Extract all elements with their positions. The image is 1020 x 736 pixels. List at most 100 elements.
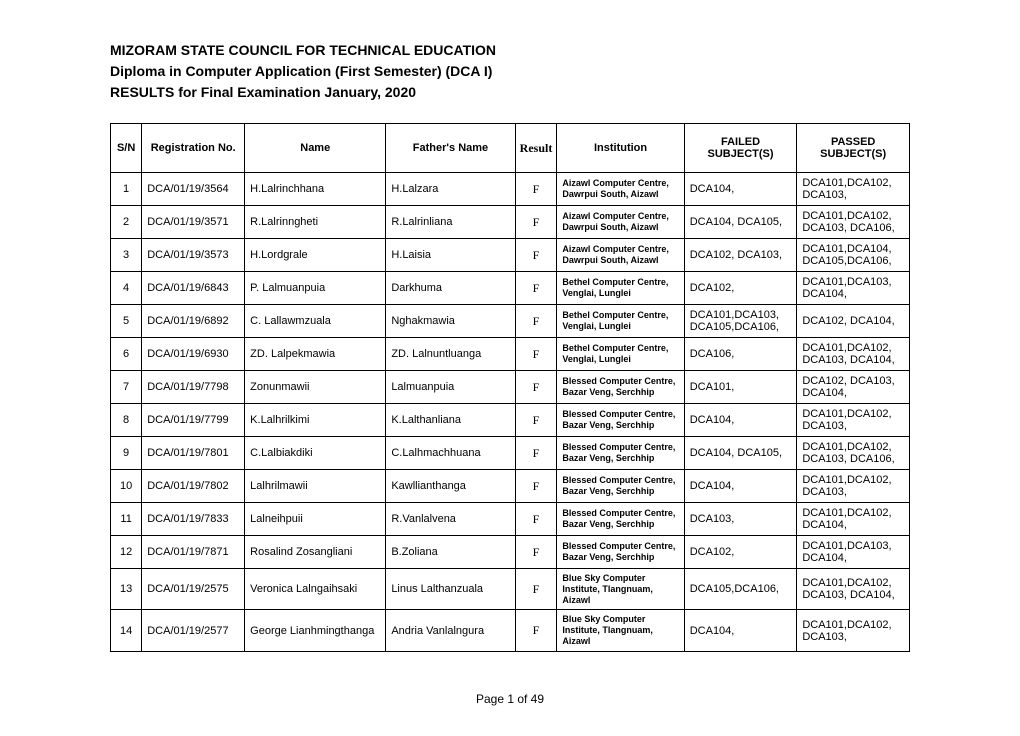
cell-result: F xyxy=(515,173,557,206)
cell-sn: 9 xyxy=(111,437,142,470)
cell-sn: 13 xyxy=(111,569,142,610)
cell-failed: DCA103, xyxy=(684,503,797,536)
cell-result: F xyxy=(515,371,557,404)
cell-passed: DCA101,DCA102, DCA103, DCA106, xyxy=(797,206,910,239)
cell-father: Andria Vanlalngura xyxy=(386,610,515,651)
cell-name: Zonunmawii xyxy=(245,371,386,404)
table-row: 12DCA/01/19/7871Rosalind ZosanglianiB.Zo… xyxy=(111,536,910,569)
cell-inst: Aizawl Computer Centre, Dawrpui South, A… xyxy=(557,173,684,206)
cell-result: F xyxy=(515,272,557,305)
cell-passed: DCA101,DCA102, DCA103, xyxy=(797,610,910,651)
cell-reg: DCA/01/19/6930 xyxy=(142,338,245,371)
cell-result: F xyxy=(515,437,557,470)
col-name: Name xyxy=(245,124,386,173)
cell-failed: DCA102, xyxy=(684,536,797,569)
cell-name: C.Lalbiakdiki xyxy=(245,437,386,470)
cell-sn: 10 xyxy=(111,470,142,503)
cell-reg: DCA/01/19/2575 xyxy=(142,569,245,610)
cell-result: F xyxy=(515,305,557,338)
cell-reg: DCA/01/19/7833 xyxy=(142,503,245,536)
table-row: 3DCA/01/19/3573H.LordgraleH.LaisiaFAizaw… xyxy=(111,239,910,272)
cell-reg: DCA/01/19/7799 xyxy=(142,404,245,437)
cell-result: F xyxy=(515,610,557,651)
cell-name: H.Lalrinchhana xyxy=(245,173,386,206)
table-row: 7DCA/01/19/7798ZonunmawiiLalmuanpuiaFBle… xyxy=(111,371,910,404)
cell-failed: DCA102, xyxy=(684,272,797,305)
cell-inst: Blessed Computer Centre, Bazar Veng, Ser… xyxy=(557,371,684,404)
header-line-1: MIZORAM STATE COUNCIL FOR TECHNICAL EDUC… xyxy=(110,40,910,61)
cell-father: R.Lalrinliana xyxy=(386,206,515,239)
cell-reg: DCA/01/19/7871 xyxy=(142,536,245,569)
cell-inst: Blessed Computer Centre, Bazar Veng, Ser… xyxy=(557,437,684,470)
cell-reg: DCA/01/19/7798 xyxy=(142,371,245,404)
cell-failed: DCA104, xyxy=(684,404,797,437)
cell-sn: 8 xyxy=(111,404,142,437)
cell-result: F xyxy=(515,470,557,503)
cell-father: Lalmuanpuia xyxy=(386,371,515,404)
cell-inst: Blessed Computer Centre, Bazar Veng, Ser… xyxy=(557,470,684,503)
cell-sn: 6 xyxy=(111,338,142,371)
cell-reg: DCA/01/19/6843 xyxy=(142,272,245,305)
cell-name: R.Lalrinngheti xyxy=(245,206,386,239)
cell-reg: DCA/01/19/3573 xyxy=(142,239,245,272)
cell-reg: DCA/01/19/6892 xyxy=(142,305,245,338)
col-sn: S/N xyxy=(111,124,142,173)
results-table: S/N Registration No. Name Father's Name … xyxy=(110,123,910,652)
cell-name: George Lianhmingthanga xyxy=(245,610,386,651)
cell-failed: DCA106, xyxy=(684,338,797,371)
cell-failed: DCA104, xyxy=(684,470,797,503)
header-line-3: RESULTS for Final Examination January, 2… xyxy=(110,82,910,103)
cell-result: F xyxy=(515,503,557,536)
table-row: 4DCA/01/19/6843P. LalmuanpuiaDarkhumaFBe… xyxy=(111,272,910,305)
table-row: 8DCA/01/19/7799K.LalhrilkimiK.Lalthanlia… xyxy=(111,404,910,437)
cell-passed: DCA101,DCA102, DCA103, xyxy=(797,404,910,437)
cell-result: F xyxy=(515,239,557,272)
cell-result: F xyxy=(515,206,557,239)
table-body: 1DCA/01/19/3564H.LalrinchhanaH.LalzaraFA… xyxy=(111,173,910,652)
cell-result: F xyxy=(515,404,557,437)
cell-passed: DCA101,DCA103, DCA104, xyxy=(797,272,910,305)
cell-passed: DCA101,DCA102, DCA103, DCA104, xyxy=(797,338,910,371)
table-row: 5DCA/01/19/6892C. LallawmzualaNghakmawia… xyxy=(111,305,910,338)
col-failed: FAILED SUBJECT(S) xyxy=(684,124,797,173)
cell-sn: 7 xyxy=(111,371,142,404)
cell-father: ZD. Lalnuntluanga xyxy=(386,338,515,371)
cell-father: R.Vanlalvena xyxy=(386,503,515,536)
cell-reg: DCA/01/19/7801 xyxy=(142,437,245,470)
cell-father: Linus Lalthanzuala xyxy=(386,569,515,610)
cell-inst: Bethel Computer Centre, Venglai, Lunglei xyxy=(557,338,684,371)
cell-father: Kawllianthanga xyxy=(386,470,515,503)
table-row: 10DCA/01/19/7802LalhrilmawiiKawllianthan… xyxy=(111,470,910,503)
cell-passed: DCA101,DCA102, DCA103, DCA104, xyxy=(797,569,910,610)
cell-passed: DCA101,DCA104, DCA105,DCA106, xyxy=(797,239,910,272)
cell-failed: DCA101, xyxy=(684,371,797,404)
cell-result: F xyxy=(515,569,557,610)
cell-failed: DCA102, DCA103, xyxy=(684,239,797,272)
cell-passed: DCA102, DCA104, xyxy=(797,305,910,338)
cell-failed: DCA104, DCA105, xyxy=(684,206,797,239)
cell-reg: DCA/01/19/2577 xyxy=(142,610,245,651)
cell-sn: 5 xyxy=(111,305,142,338)
cell-father: B.Zoliana xyxy=(386,536,515,569)
cell-name: Lalhrilmawii xyxy=(245,470,386,503)
cell-failed: DCA104, xyxy=(684,610,797,651)
cell-failed: DCA104, xyxy=(684,173,797,206)
cell-father: Nghakmawia xyxy=(386,305,515,338)
cell-passed: DCA101,DCA102, DCA103, DCA106, xyxy=(797,437,910,470)
cell-failed: DCA104, DCA105, xyxy=(684,437,797,470)
cell-sn: 11 xyxy=(111,503,142,536)
col-passed: PASSED SUBJECT(S) xyxy=(797,124,910,173)
cell-inst: Blue Sky Computer Institute, Tlangnuam, … xyxy=(557,610,684,651)
table-row: 2DCA/01/19/3571R.LalrinnghetiR.Lalrinlia… xyxy=(111,206,910,239)
cell-inst: Blessed Computer Centre, Bazar Veng, Ser… xyxy=(557,536,684,569)
cell-sn: 3 xyxy=(111,239,142,272)
table-row: 13DCA/01/19/2575Veronica LalngaihsakiLin… xyxy=(111,569,910,610)
cell-name: Lalneihpuii xyxy=(245,503,386,536)
cell-name: H.Lordgrale xyxy=(245,239,386,272)
cell-father: K.Lalthanliana xyxy=(386,404,515,437)
cell-father: C.Lalhmachhuana xyxy=(386,437,515,470)
col-inst: Institution xyxy=(557,124,684,173)
cell-name: K.Lalhrilkimi xyxy=(245,404,386,437)
cell-inst: Blessed Computer Centre, Bazar Veng, Ser… xyxy=(557,404,684,437)
table-row: 14DCA/01/19/2577George LianhmingthangaAn… xyxy=(111,610,910,651)
